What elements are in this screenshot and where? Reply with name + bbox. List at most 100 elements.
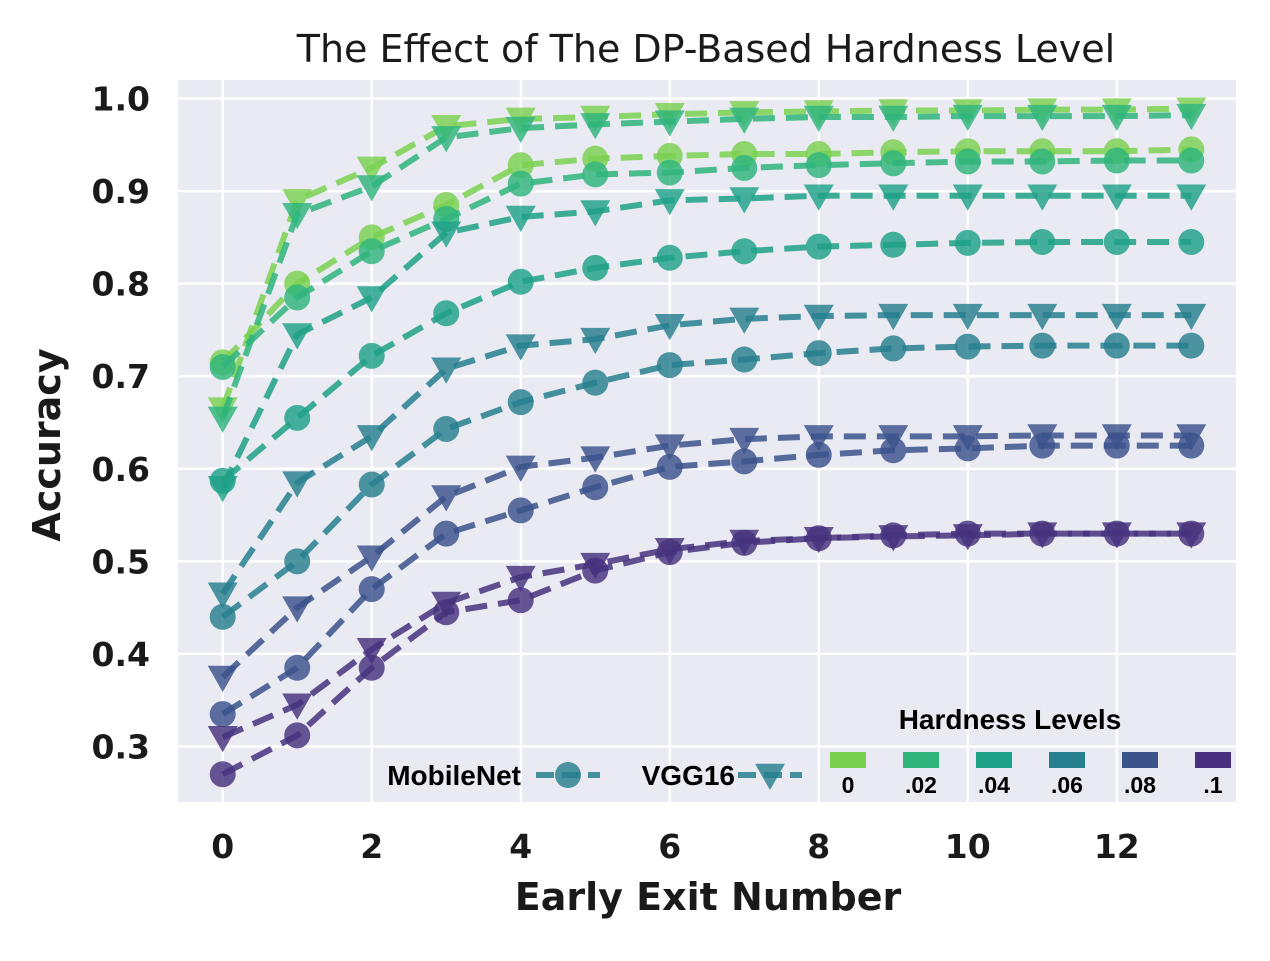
data-point <box>505 455 536 482</box>
data-point <box>656 352 683 379</box>
data-point <box>580 200 611 227</box>
y-tick-label: 0.8 <box>92 265 150 304</box>
data-point <box>1027 522 1058 549</box>
series <box>209 228 1205 494</box>
x-tick-label: 6 <box>658 827 681 866</box>
data-point <box>805 233 832 260</box>
data-point <box>1101 522 1132 549</box>
data-point <box>1176 424 1207 451</box>
series-line <box>221 530 1192 740</box>
data-point <box>954 333 981 360</box>
series-line <box>220 342 1192 620</box>
data-point <box>656 244 683 271</box>
data-point <box>356 156 387 183</box>
data-point <box>507 389 534 416</box>
data-point <box>582 369 609 396</box>
data-point <box>656 159 683 186</box>
data-point <box>358 238 385 265</box>
data-point <box>282 596 313 623</box>
y-axis-label: Accuracy <box>25 348 69 541</box>
data-point <box>954 148 981 175</box>
legend-level-swatch <box>1049 752 1085 768</box>
legend: Hardness Levels MobileNet VGG16 0 .02 .04 .0… <box>387 704 1231 798</box>
data-point <box>431 221 462 248</box>
data-point <box>1178 228 1205 255</box>
x-tick-label: 4 <box>509 827 532 866</box>
series <box>207 522 1207 753</box>
legend-level-entry: .04 <box>976 752 1012 798</box>
data-point <box>433 520 460 547</box>
legend-level-label: 0 <box>842 772 855 798</box>
data-point <box>207 582 238 609</box>
data-point <box>952 524 983 551</box>
data-point <box>356 425 387 452</box>
data-point <box>805 152 832 179</box>
data-point <box>952 425 983 452</box>
data-point <box>1176 184 1207 211</box>
data-point <box>505 205 536 232</box>
data-point <box>878 303 909 331</box>
y-tick-label: 0.5 <box>92 542 150 581</box>
data-point <box>282 202 313 230</box>
x-tick-label: 10 <box>945 827 991 866</box>
data-point <box>207 725 238 753</box>
series <box>209 432 1205 728</box>
legend-level-label: .04 <box>978 772 1010 798</box>
data-point <box>1029 332 1056 359</box>
data-point <box>433 415 460 442</box>
data-point <box>731 238 758 265</box>
legend-model-entries: MobileNet VGG16 <box>387 760 802 791</box>
data-point <box>505 565 536 593</box>
legend-level-swatch <box>903 752 939 768</box>
data-point <box>878 525 909 552</box>
data-point <box>209 761 236 788</box>
data-point <box>505 116 536 144</box>
legend-model-label: MobileNet <box>387 760 521 791</box>
data-point <box>358 471 385 498</box>
data-point <box>358 342 385 369</box>
legend-level-swatch <box>1122 752 1158 768</box>
data-point <box>582 254 609 281</box>
legend-entry-mobilenet: MobileNet <box>387 760 600 791</box>
plot-background <box>178 80 1236 802</box>
data-point <box>209 353 236 380</box>
x-tick-label: 2 <box>360 827 383 866</box>
y-tick-labels: 0.3 0.4 0.5 0.6 0.7 0.8 0.9 1.0 <box>92 80 150 767</box>
data-point <box>580 552 611 580</box>
legend-marker-circle <box>555 762 581 788</box>
data-point <box>209 603 236 630</box>
data-point <box>282 471 313 498</box>
data-point <box>952 303 983 331</box>
data-point <box>731 154 758 181</box>
data-point <box>654 538 685 565</box>
series-line <box>220 312 1192 596</box>
data-point <box>507 170 534 197</box>
data-point <box>356 545 387 572</box>
data-point <box>1029 228 1056 255</box>
data-point <box>1176 303 1207 331</box>
legend-level-entry: .08 <box>1122 752 1158 798</box>
series-line <box>221 442 1192 717</box>
data-point <box>207 476 238 503</box>
data-point <box>878 425 909 452</box>
legend-level-entries: 0 .02 .04 .06 .08 .1 <box>830 752 1231 798</box>
x-tick-label: 0 <box>211 827 234 866</box>
legend-level-label: .08 <box>1124 772 1156 798</box>
data-point <box>654 314 685 341</box>
data-point <box>729 187 760 214</box>
chart-title: The Effect of The DP-Based Hardness Leve… <box>296 27 1115 71</box>
legend-level-swatch <box>830 752 866 768</box>
data-point <box>209 701 236 728</box>
data-point <box>952 184 983 211</box>
y-tick-label: 0.6 <box>92 450 150 489</box>
data-point <box>1101 424 1132 451</box>
data-point <box>582 161 609 188</box>
data-point <box>880 231 907 258</box>
data-point <box>284 284 311 311</box>
data-point <box>433 300 460 327</box>
legend-model-label: VGG16 <box>642 760 735 791</box>
data-point <box>431 485 462 512</box>
x-tick-label: 12 <box>1094 827 1140 866</box>
data-point <box>284 548 311 575</box>
